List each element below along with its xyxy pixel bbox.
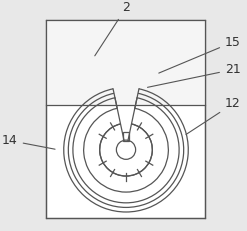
Bar — [123, 132, 129, 141]
Text: 14: 14 — [2, 134, 55, 149]
FancyBboxPatch shape — [46, 20, 206, 105]
Text: 2: 2 — [95, 1, 130, 56]
Text: 12: 12 — [186, 97, 241, 134]
Text: 21: 21 — [147, 63, 241, 87]
Text: 15: 15 — [159, 36, 241, 73]
FancyBboxPatch shape — [46, 20, 206, 218]
